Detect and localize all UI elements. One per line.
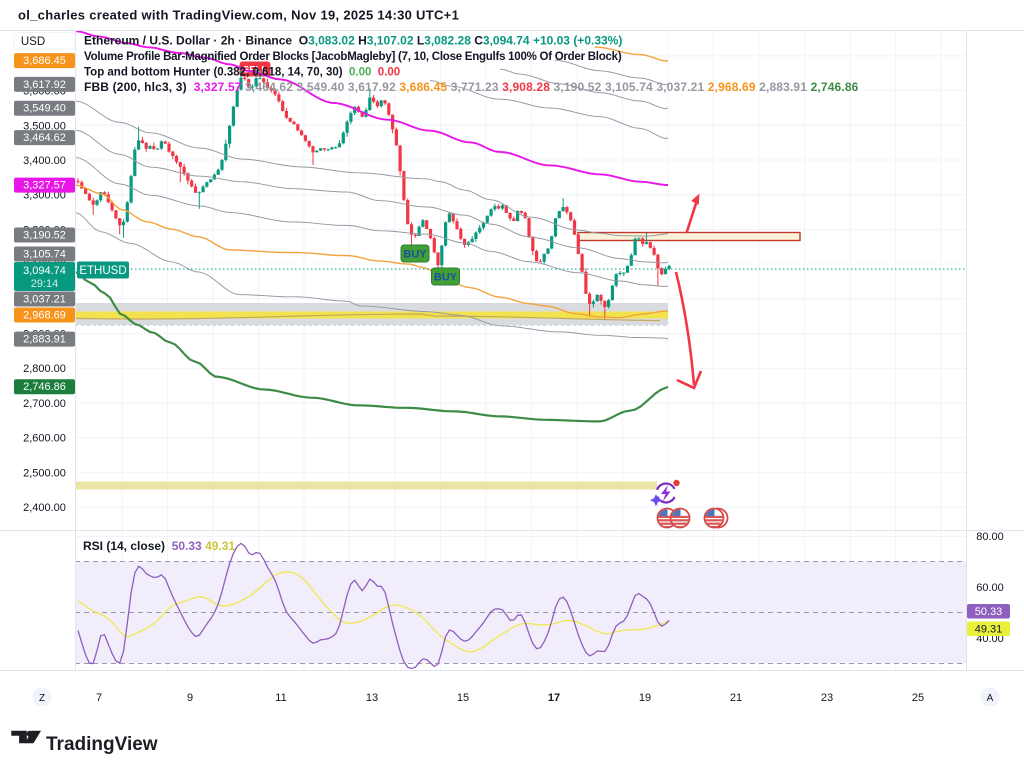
svg-text:80.00: 80.00 (976, 531, 1004, 543)
svg-text:TradingView: TradingView (46, 734, 158, 755)
svg-text:SELL: SELL (243, 65, 267, 76)
svg-text:2,700.00: 2,700.00 (23, 398, 66, 410)
svg-text:ETHUSD: ETHUSD (79, 265, 126, 277)
svg-text:23: 23 (821, 692, 833, 704)
svg-text:2,500.00: 2,500.00 (23, 467, 66, 479)
svg-text:Top and bottom Hunter (0.382,: Top and bottom Hunter (0.382, 0.618, 14,… (84, 67, 400, 79)
svg-text:3,190.52: 3,190.52 (23, 230, 66, 242)
svg-text:2,400.00: 2,400.00 (23, 502, 66, 514)
svg-text:3,105.74: 3,105.74 (23, 249, 66, 261)
svg-text:2,800.00: 2,800.00 (23, 363, 66, 375)
svg-text:RSI (14, close) 50.33 49.31: RSI (14, close) 50.33 49.31 (83, 539, 235, 553)
svg-text:3,300.00: 3,300.00 (23, 190, 66, 202)
svg-text:3,500.00: 3,500.00 (23, 120, 66, 132)
svg-text:19: 19 (639, 692, 651, 704)
svg-text:29:14: 29:14 (31, 278, 59, 290)
svg-text:Z: Z (39, 693, 45, 704)
svg-text:60.00: 60.00 (976, 582, 1004, 594)
svg-text:FBB (200, hlc3, 3) 3,327.57 3: FBB (200, hlc3, 3) 3,327.57 3,464.62 3,5… (84, 80, 859, 94)
svg-text:2,883.91: 2,883.91 (23, 334, 66, 346)
svg-text:7: 7 (96, 692, 102, 704)
svg-text:11: 11 (275, 692, 286, 704)
svg-text:2,968.69: 2,968.69 (23, 310, 66, 322)
svg-text:13: 13 (366, 692, 378, 704)
svg-text:Volume Profile Bar-Magnified O: Volume Profile Bar-Magnified Order Block… (84, 51, 622, 63)
svg-text:Ethereum / U.S. Dollar · 2h ·: Ethereum / U.S. Dollar · 2h · Binance O3… (84, 34, 622, 48)
svg-text:3,094.74: 3,094.74 (23, 265, 66, 277)
svg-text:2,746.86: 2,746.86 (23, 381, 66, 393)
svg-text:2,600.00: 2,600.00 (23, 433, 66, 445)
svg-text:3,400.00: 3,400.00 (23, 155, 66, 167)
svg-text:BUY: BUY (434, 272, 458, 284)
svg-text:3,686.45: 3,686.45 (23, 55, 66, 67)
svg-text:3,327.57: 3,327.57 (23, 180, 66, 192)
svg-text:USD: USD (21, 36, 45, 48)
svg-text:49.31: 49.31 (975, 624, 1003, 636)
svg-text:17: 17 (548, 692, 560, 704)
svg-text:25: 25 (912, 692, 924, 704)
svg-text:21: 21 (730, 692, 742, 704)
svg-text:50.33: 50.33 (975, 606, 1003, 618)
svg-text:BUY: BUY (403, 249, 427, 261)
svg-text:9: 9 (187, 692, 193, 704)
svg-text:3,549.40: 3,549.40 (23, 103, 66, 115)
svg-text:15: 15 (457, 692, 469, 704)
svg-text:A: A (987, 693, 994, 704)
svg-text:3,037.21: 3,037.21 (23, 294, 66, 306)
svg-text:3,464.62: 3,464.62 (23, 132, 66, 144)
svg-text:ol_charles created with Tradin: ol_charles created with TradingView.com,… (18, 8, 459, 23)
svg-text:3,617.92: 3,617.92 (23, 79, 66, 91)
